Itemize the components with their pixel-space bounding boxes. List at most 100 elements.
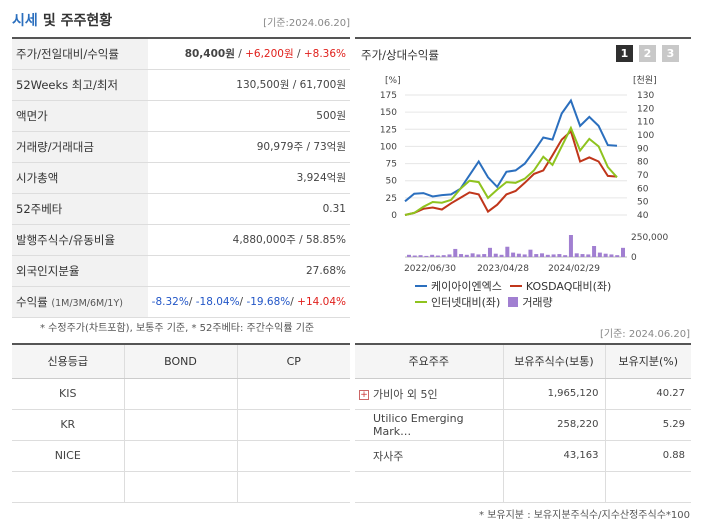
volume-bar xyxy=(545,254,550,257)
volume-bar xyxy=(597,252,602,257)
table-row: 주가/전일대비/수익률 80,400원 / +6,200원 / +8.36% xyxy=(12,38,350,70)
chart-legend: 케이아이엔엑스 KOSDAQ대비(좌) 인터넷대비(좌) 거래량 xyxy=(415,278,665,310)
table-row xyxy=(355,471,691,503)
volume-bar xyxy=(516,253,521,257)
volume-bar xyxy=(482,254,487,257)
table-row: 52Weeks 최고/최저 130,500원 / 61,700원 xyxy=(12,69,350,101)
right-tick-label: 100 xyxy=(637,131,654,141)
volume-bar xyxy=(470,253,475,257)
legend-item-4: 거래량 xyxy=(508,294,553,310)
chart-tab-3[interactable]: 3 xyxy=(662,45,679,62)
price-table: 주가/전일대비/수익률 80,400원 / +6,200원 / +8.36% 5… xyxy=(12,37,350,318)
right-tick-label: 60 xyxy=(637,184,649,194)
table-row: 시가총액 3,924억원 xyxy=(12,162,350,194)
right-tick-label: 120 xyxy=(637,104,654,114)
row-value: 90,979주 / 73억원 xyxy=(148,131,350,163)
volume-bar xyxy=(464,254,469,257)
volume-bar xyxy=(540,253,545,257)
volume-bar xyxy=(574,253,579,257)
table-row: 수익률 (1M/3M/6M/1Y) -8.32%/ -18.04%/ -19.6… xyxy=(12,286,350,318)
row-label: 액면가 xyxy=(12,100,148,132)
volume-bar xyxy=(453,248,458,257)
holder-pct: 40.27 xyxy=(604,378,691,410)
title-rest: 및 주주현황 xyxy=(42,13,113,29)
row-value: 0.31 xyxy=(148,193,350,225)
right-tick-label: 80 xyxy=(637,158,649,168)
credit-header: BOND xyxy=(123,344,237,379)
holder-shares: 1,965,120 xyxy=(502,378,605,410)
chart-tab-2[interactable]: 2 xyxy=(639,45,656,62)
row-label: 52Weeks 최고/최저 xyxy=(12,69,148,101)
holder-name: Utilico Emerging Mark… xyxy=(355,409,503,441)
table-row: + 가비아 외 5인 1,965,120 40.27 xyxy=(355,378,691,410)
expand-icon[interactable]: + xyxy=(359,389,369,400)
right-tick-label: 40 xyxy=(637,211,649,221)
left-tick-label: 150 xyxy=(380,108,397,118)
volume-bar xyxy=(447,254,452,257)
return-1m: -8.32% xyxy=(151,295,189,308)
holders-table: 주요주주 보유주식수(보통) 보유지분(%) + 가비아 외 5인 1,965,1… xyxy=(355,343,691,503)
volume-bar xyxy=(580,254,585,257)
return-3m: -18.04% xyxy=(195,295,240,308)
row-value: 4,880,000주 / 58.85% xyxy=(148,224,350,256)
holder-shares: 43,163 xyxy=(502,440,605,472)
volume-bar xyxy=(568,235,573,257)
current-price: 80,400원 xyxy=(184,48,235,61)
volume-bar xyxy=(505,246,510,257)
base-date-2: [기준: 2024.06.20] xyxy=(599,329,690,340)
volume-bar xyxy=(459,254,464,257)
holders-header: 보유지분(%) xyxy=(604,344,691,379)
left-tick-label: 0 xyxy=(391,211,397,221)
holder-pct: 5.29 xyxy=(604,409,691,441)
return-1y: +14.04% xyxy=(297,295,346,308)
x-tick-label: 2022/06/30 xyxy=(404,264,456,274)
row-value: 130,500원 / 61,700원 xyxy=(148,69,350,101)
right-tick-label: 130 xyxy=(637,91,654,101)
table-row: 52주베타 0.31 xyxy=(12,193,350,225)
volume-bar xyxy=(522,254,527,257)
volume-bar xyxy=(528,249,533,257)
right-tick-label: 90 xyxy=(637,144,649,154)
x-tick-label: 2023/04/28 xyxy=(477,264,529,274)
left-unit: [%] xyxy=(385,76,401,86)
left-tick-label: 175 xyxy=(380,91,397,101)
row-label: 발행주식수/유동비율 xyxy=(12,224,148,256)
price-change: +6,200원 xyxy=(245,48,294,61)
volume-bar xyxy=(487,247,492,257)
row-value: 27.68% xyxy=(148,255,350,287)
table-row: 액면가 500원 xyxy=(12,100,350,132)
title-accent: 시세 xyxy=(12,13,38,29)
holder-name: 가비아 외 5인 xyxy=(373,387,438,401)
row-label-sub: (1M/3M/6M/1Y) xyxy=(51,297,123,309)
chart-tab-1[interactable]: 1 xyxy=(616,45,633,62)
legend-item-1: 케이아이엔엑스 xyxy=(415,278,502,294)
volume-bar xyxy=(557,254,562,257)
row-label: 주가/전일대비/수익률 xyxy=(12,38,148,70)
right-tick-label: 50 xyxy=(637,198,649,208)
base-date: [기준:2024.06.20] xyxy=(263,18,350,29)
volume-bar xyxy=(493,253,498,257)
volume-tick: 250,000 xyxy=(631,233,668,243)
table-row: NICE xyxy=(12,440,350,472)
chart-title: 주가/상대수익률 xyxy=(361,48,439,62)
row-label: 52주베타 xyxy=(12,193,148,225)
table-row: KIS xyxy=(12,378,350,410)
table-row: 외국인지분율 27.68% xyxy=(12,255,350,287)
volume-bar xyxy=(592,246,597,257)
price-rate: +8.36% xyxy=(303,48,346,61)
credit-table: 신용등급 BOND CP KIS KR NICE xyxy=(12,343,350,503)
volume-bar xyxy=(534,254,539,257)
volume-bar xyxy=(424,255,429,257)
volume-bar xyxy=(412,255,417,257)
row-label: 외국인지분율 xyxy=(12,255,148,287)
volume-bar xyxy=(418,255,423,257)
volume-bar xyxy=(621,247,625,257)
footnote-holders: * 보유지분 : 보유지분주식수/지수산정주식수*100 xyxy=(479,510,690,521)
table-row xyxy=(12,471,350,503)
volume-bar xyxy=(430,254,435,257)
left-tick-label: 100 xyxy=(380,142,397,152)
credit-header: CP xyxy=(236,344,350,379)
credit-header: 신용등급 xyxy=(12,344,124,379)
chart-tabs: 1 2 3 xyxy=(616,45,679,62)
volume-bar xyxy=(476,254,481,257)
